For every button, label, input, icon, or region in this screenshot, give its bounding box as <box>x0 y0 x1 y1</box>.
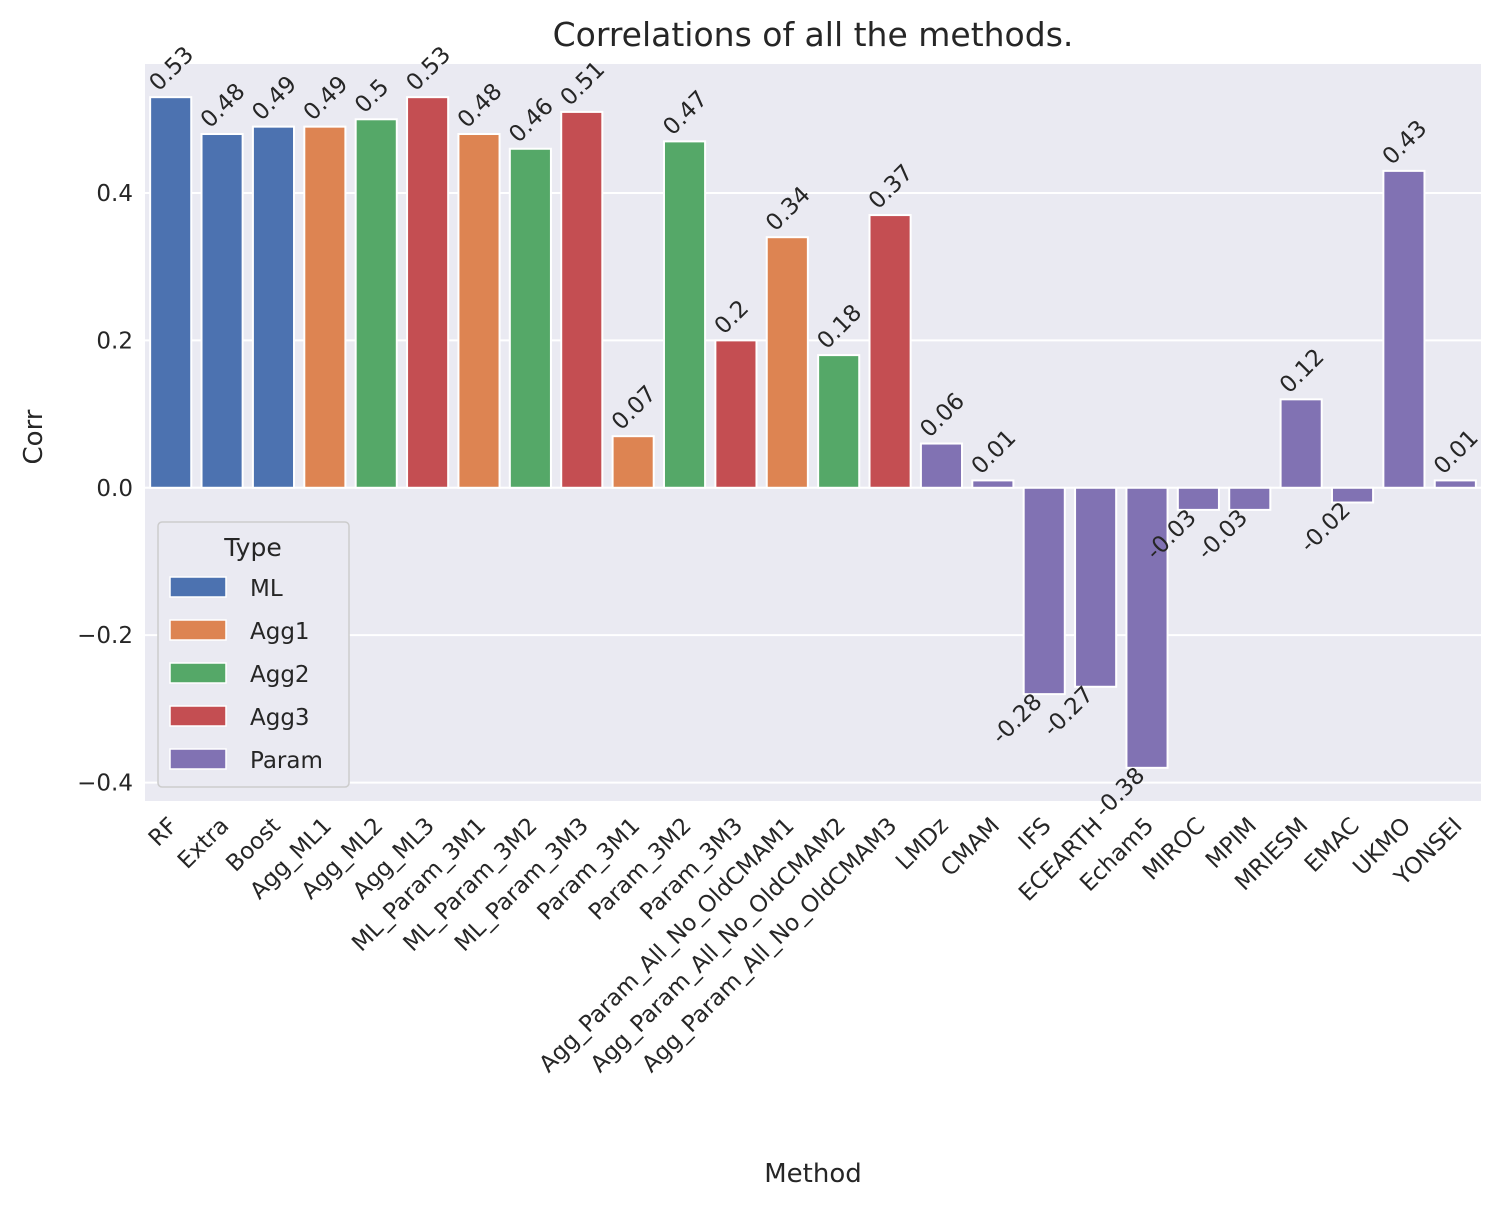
legend-swatch-agg1 <box>169 619 227 641</box>
y-tick-label: 0.4 <box>96 181 133 207</box>
bar-YONSEI <box>1433 479 1477 489</box>
bar-Echam5 <box>1125 486 1169 769</box>
chart-title: Correlations of all the methods. <box>553 15 1074 54</box>
legend-label-agg3: Agg3 <box>250 705 310 731</box>
bar-EMAC <box>1330 486 1375 504</box>
y-axis-label: Corr <box>19 409 49 464</box>
x-tick-label: RF <box>144 813 183 852</box>
bar-MPIM <box>1228 486 1272 511</box>
bar-Param_3M1 <box>611 435 655 489</box>
y-tick-label: −0.2 <box>77 623 133 649</box>
bar-CMAM <box>971 479 1015 489</box>
legend-swatch-ml <box>169 576 227 598</box>
bar-MIROC <box>1176 486 1220 511</box>
y-axis-ticks: −0.4 −0.2 0.0 0.2 0.4 <box>77 181 133 797</box>
x-tick-label: IFS <box>1014 813 1057 856</box>
legend-swatch-agg2 <box>169 662 227 684</box>
legend-swatch-agg3 <box>169 705 227 727</box>
y-tick-label: 0.0 <box>96 476 133 502</box>
bar-Extra <box>200 133 244 489</box>
legend-swatch-param <box>169 748 227 770</box>
bar-Param_3M2 <box>662 140 707 489</box>
x-axis-ticks: RFExtraBoostAgg_ML1Agg_ML2Agg_ML3ML_Para… <box>144 813 1468 1078</box>
bar-RF <box>149 96 193 489</box>
x-tick-label: Extra <box>173 813 234 874</box>
y-tick-label: 0.2 <box>96 328 133 354</box>
x-tick-label: CMAM <box>936 813 1005 882</box>
bars <box>149 96 1477 769</box>
bar-Agg_Param_All_No_OldCMAM2 <box>817 354 861 489</box>
bar-LMDz <box>919 442 964 489</box>
bar-Agg_Param_All_No_OldCMAM3 <box>868 214 912 489</box>
bar-ML_Param_3M3 <box>560 110 604 489</box>
legend-label-agg2: Agg2 <box>250 662 310 688</box>
legend-title: Type <box>223 533 281 562</box>
legend-items: ML Agg1 Agg2 Agg3 Param <box>169 576 323 774</box>
legend-label-agg1: Agg1 <box>250 619 310 645</box>
legend-label-param: Param <box>250 748 323 774</box>
bar-Agg_ML3 <box>406 96 450 489</box>
legend-label-ml: ML <box>250 576 283 602</box>
bar-ECEARTH <box>1074 486 1118 688</box>
bar-Boost <box>251 125 296 489</box>
bar-Agg_ML1 <box>303 125 347 489</box>
y-tick-label: −0.4 <box>77 771 133 797</box>
bar-ML_Param_3M1 <box>457 133 501 489</box>
bar-Param_3M3 <box>714 339 758 489</box>
bar-UKMO <box>1382 169 1426 489</box>
x-axis-label: Method <box>764 1159 862 1189</box>
bar-IFS <box>1022 486 1066 696</box>
bar-Agg_Param_All_No_OldCMAM1 <box>765 236 809 489</box>
bar-Agg_ML2 <box>354 118 398 489</box>
bar-MRIESM <box>1279 398 1323 489</box>
bar-ML_Param_3M2 <box>508 147 552 489</box>
legend: Type ML Agg1 Agg2 Agg3 Param <box>157 521 350 788</box>
